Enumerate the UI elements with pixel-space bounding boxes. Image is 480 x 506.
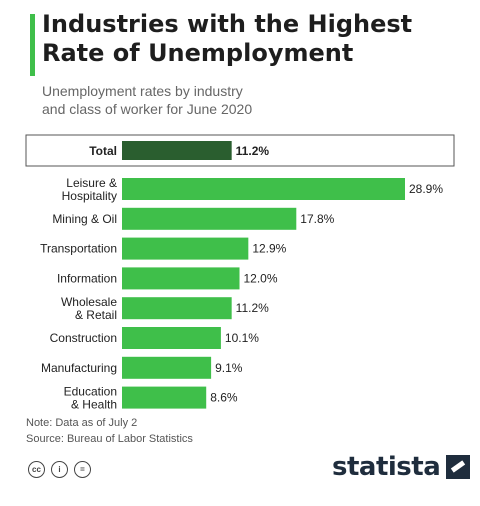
- source-text: Source: Bureau of Labor Statistics: [26, 433, 193, 445]
- subtitle-line-2: and class of worker for June 2020: [42, 101, 253, 117]
- total-row-box: [25, 134, 455, 167]
- category-label: Manufacturing: [41, 361, 117, 375]
- category-label: Leisure & Hospitality: [62, 176, 117, 203]
- bar: [122, 178, 405, 200]
- category-label: Mining & Oil: [52, 212, 117, 226]
- category-label: Wholesale & Retail: [61, 295, 117, 322]
- bar: [122, 356, 212, 379]
- value-label: 12.9%: [252, 242, 286, 256]
- logo-mark-icon: [446, 455, 471, 479]
- bar: [122, 237, 249, 260]
- subtitle-line-1: Unemployment rates by industry: [42, 83, 243, 99]
- no-derivatives-icon[interactable]: =: [74, 461, 91, 478]
- bar: [122, 297, 232, 320]
- bar: [122, 327, 221, 349]
- value-label: 9.1%: [215, 361, 243, 375]
- value-label: 8.6%: [210, 391, 238, 405]
- cc-icon[interactable]: cc: [28, 461, 45, 478]
- value-label: 28.9%: [409, 182, 443, 196]
- total-value-label: 11.2%: [236, 144, 270, 158]
- bar: [122, 267, 240, 290]
- bar: [122, 207, 297, 230]
- license-icons: cc i =: [28, 461, 91, 478]
- bar: [122, 386, 207, 409]
- chart-subtitle: Unemployment rates by industry and class…: [42, 82, 462, 118]
- note-text: Note: Data as of July 2: [26, 417, 138, 429]
- category-label: Construction: [50, 331, 117, 345]
- value-label: 12.0%: [244, 271, 278, 285]
- category-label: Transportation: [40, 242, 117, 256]
- chart-notes: Note: Data as of July 2 Source: Bureau o…: [26, 415, 193, 447]
- value-label: 10.1%: [225, 331, 259, 345]
- title-accent-bar: [30, 14, 35, 76]
- total-bar: [122, 141, 232, 160]
- value-label: 11.2%: [236, 301, 269, 315]
- attribution-icon[interactable]: i: [51, 461, 68, 478]
- total-label: Total: [89, 144, 117, 158]
- value-label: 17.8%: [300, 212, 334, 226]
- chart-title: Industries with the Highest Rate of Unem…: [42, 10, 413, 67]
- logo-text: statista: [332, 452, 441, 482]
- statista-logo[interactable]: statista: [332, 452, 471, 482]
- category-label: Information: [57, 271, 117, 285]
- category-label: Education & Health: [64, 385, 117, 412]
